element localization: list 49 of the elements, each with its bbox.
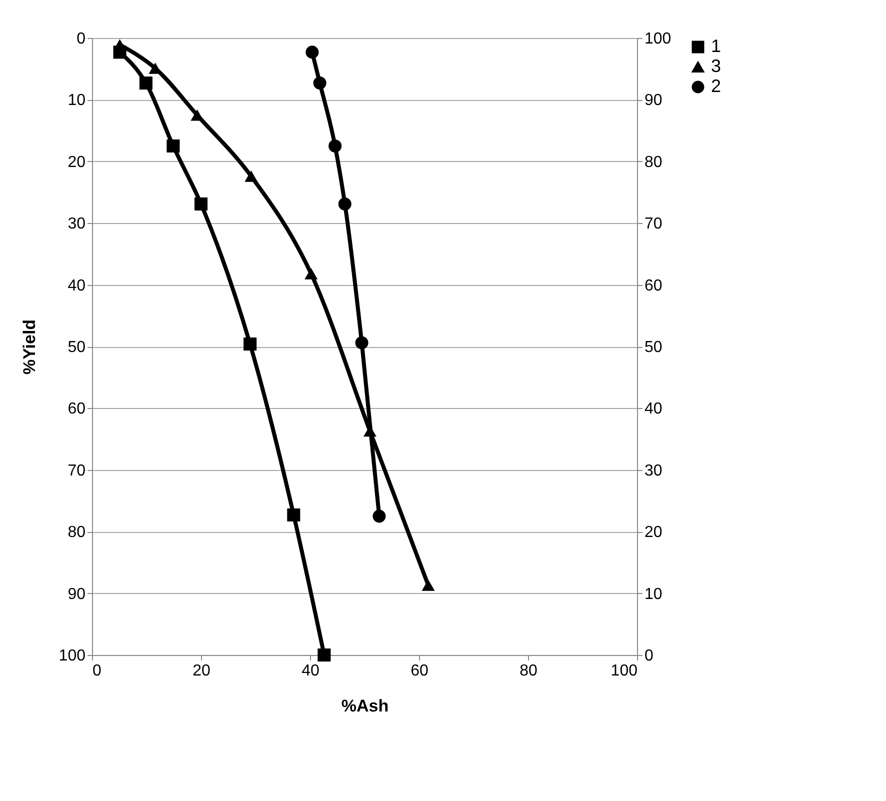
y2-tick-label: 10 <box>644 586 662 603</box>
point <box>166 139 180 152</box>
point <box>318 648 331 662</box>
y-tick-label: 10 <box>68 92 86 110</box>
x-tick-label: 20 <box>192 662 210 680</box>
point <box>372 510 386 523</box>
x-axis-title: %Ash <box>341 696 389 716</box>
legend-label: 3 <box>711 56 722 76</box>
y2-tick-label: 60 <box>644 277 662 294</box>
point <box>190 109 204 121</box>
y2-tick-label: 80 <box>644 154 662 171</box>
point <box>194 197 208 210</box>
point <box>422 580 435 591</box>
legend-label: 2 <box>711 76 722 96</box>
x-tick-label: 80 <box>520 662 538 680</box>
y2-tick-label: 90 <box>644 92 662 110</box>
point <box>139 76 152 90</box>
y2-tick-label: 100 <box>644 30 672 48</box>
y-tick-label: 90 <box>68 586 86 603</box>
y-tick-label: 80 <box>68 524 86 542</box>
point <box>244 170 258 182</box>
point <box>304 268 318 280</box>
y-tick-label: 50 <box>68 339 86 356</box>
x-tick-label: 100 <box>610 662 638 680</box>
y-tick-label: 30 <box>68 216 86 233</box>
y-tick-label: 20 <box>68 154 86 171</box>
y2-tick-label: 50 <box>644 339 662 356</box>
legend-label: 1 <box>711 36 722 56</box>
y-tick-label: 100 <box>58 648 86 664</box>
y2-tick-label: 40 <box>644 400 662 418</box>
x-tick-label: 40 <box>302 662 320 680</box>
x-tick-label: 0 <box>92 662 102 680</box>
y-tick-label: 40 <box>68 277 86 294</box>
y-axis-title: %Yield <box>20 319 39 375</box>
y2-tick-label: 0 <box>644 648 654 664</box>
point <box>328 139 342 152</box>
point <box>313 76 326 90</box>
point <box>338 197 352 210</box>
y2-tick-label: 70 <box>644 216 662 233</box>
y-tick-label: 60 <box>68 400 86 418</box>
y-tick-label: 0 <box>76 30 86 48</box>
point <box>306 46 319 59</box>
point <box>244 338 257 351</box>
y2-tick-label: 30 <box>644 462 662 480</box>
y2-tick-label: 20 <box>644 524 662 542</box>
x-tick-label: 60 <box>410 662 428 680</box>
y-tick-label: 70 <box>68 462 86 480</box>
point <box>355 336 368 350</box>
point <box>287 508 300 522</box>
